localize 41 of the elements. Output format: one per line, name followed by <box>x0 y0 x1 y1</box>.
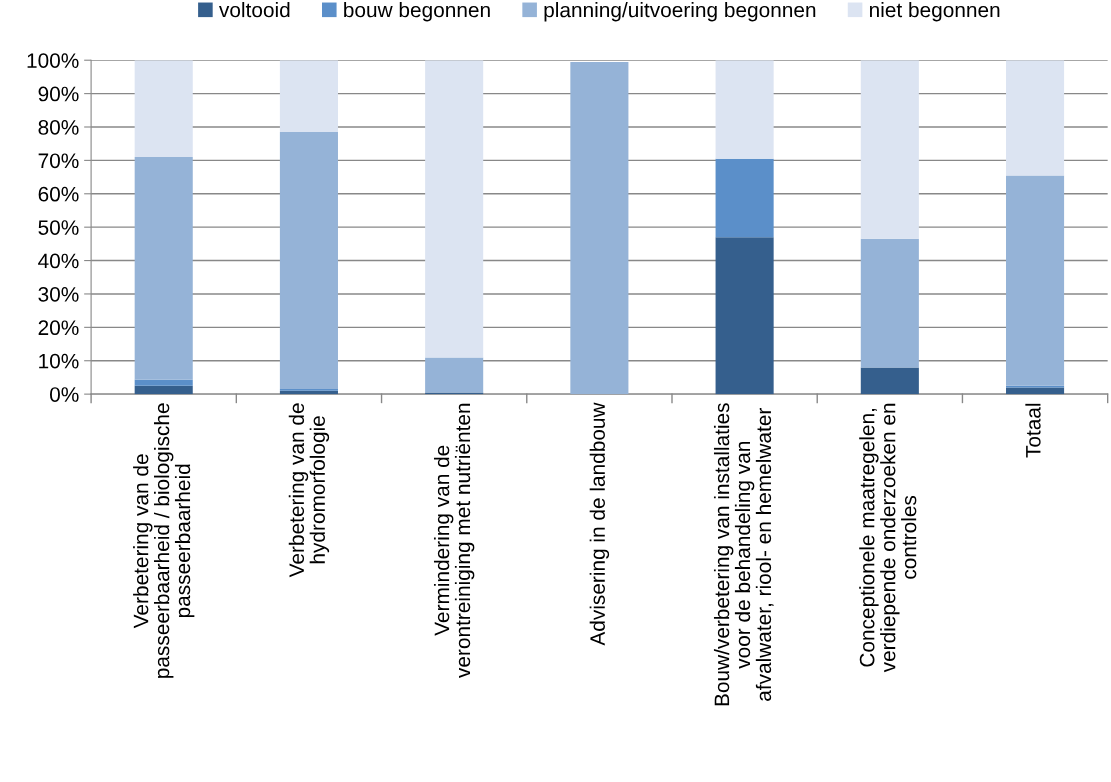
bar <box>279 132 338 390</box>
legend-label: bouw begonnen <box>344 2 490 22</box>
bar <box>279 60 338 133</box>
bar <box>134 385 193 395</box>
legend-label: niet begonnen <box>869 2 1000 22</box>
bar <box>860 238 919 368</box>
bar <box>1006 175 1065 386</box>
x-tick-label: Bouw/verbetering van installaties voor de behandeling van afvalwater, riool- en hemelwater <box>713 403 774 706</box>
bar <box>715 158 774 238</box>
x-tick-label: Vermindering van de verontreiniging met nutriënten <box>433 403 475 678</box>
bar <box>1006 387 1065 395</box>
y-tick-label: 70% <box>38 153 79 169</box>
bar <box>134 60 193 158</box>
x-tick-label: Conceptionele maatregelen, verdiepende onderzoeken en controles <box>859 403 917 673</box>
y-tick-label: 100% <box>27 53 79 68</box>
x-tick-label: Advisering in de landbouw <box>589 402 610 646</box>
x-tick-label: Totaal <box>1025 403 1041 458</box>
y-tick-label: 90% <box>38 86 79 102</box>
y-tick-label: 50% <box>38 220 79 235</box>
bar <box>570 61 629 395</box>
y-tick-label: 0% <box>50 387 79 402</box>
bar <box>134 379 193 386</box>
x-tick-label: Verbetering van de hydromorfologie <box>288 403 330 578</box>
y-tick-label: 30% <box>38 286 79 302</box>
x-tick-label: Verbetering van de passeerbaarheid / biologische passeerbaarheid <box>133 403 195 678</box>
bar <box>425 357 484 393</box>
bar <box>860 60 919 239</box>
y-tick-label: 60% <box>38 186 79 202</box>
bar <box>134 157 193 380</box>
y-tick-label: 80% <box>38 120 79 135</box>
y-tick-label: 20% <box>38 320 79 336</box>
y-tick-label: 10% <box>39 353 79 369</box>
bar <box>715 60 774 159</box>
bar <box>425 60 484 358</box>
legend-label: voltooid <box>219 2 290 18</box>
bar <box>1006 60 1065 176</box>
legend-label: planning/uitvoering begonnen <box>544 2 816 22</box>
bar <box>860 367 919 395</box>
bar <box>279 390 338 395</box>
bar <box>715 237 774 395</box>
y-tick-label: 40% <box>38 253 79 269</box>
